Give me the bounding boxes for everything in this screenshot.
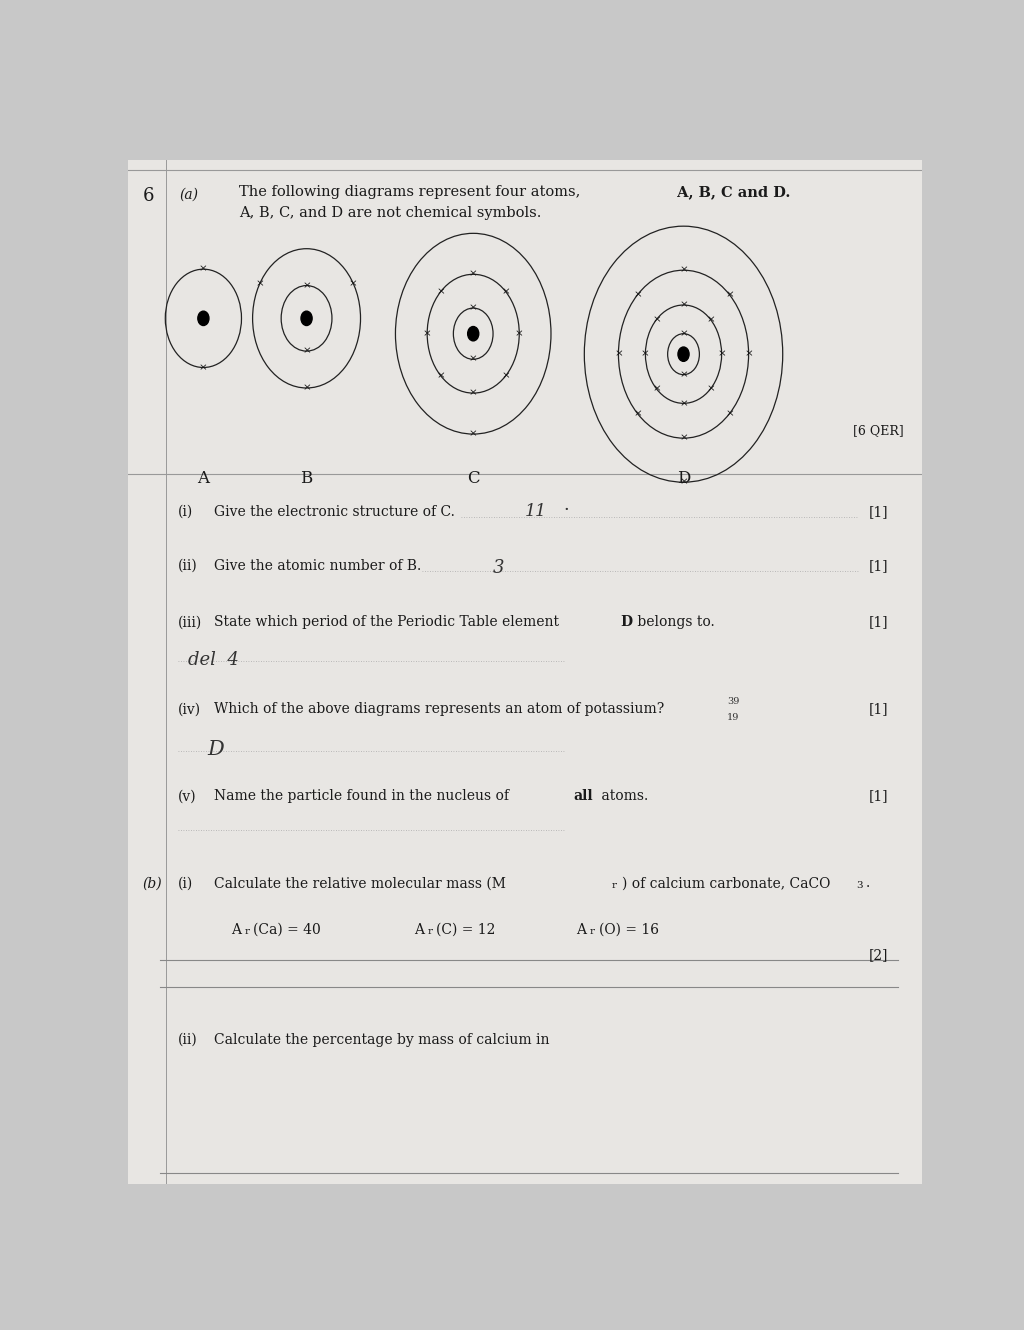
Text: ×: × — [302, 347, 311, 355]
Text: ×: × — [633, 410, 642, 418]
Text: ×: × — [469, 430, 477, 439]
Circle shape — [301, 311, 312, 326]
Text: Which of the above diagrams represents an atom of potassium?: Which of the above diagrams represents a… — [214, 702, 664, 717]
Text: [1]: [1] — [868, 504, 888, 519]
Text: [1]: [1] — [868, 616, 888, 629]
Text: ×: × — [725, 410, 734, 418]
Text: A, B, C and D.: A, B, C and D. — [672, 185, 790, 199]
Text: (iv): (iv) — [178, 702, 201, 717]
Text: ×: × — [502, 371, 510, 380]
Text: ×: × — [652, 384, 660, 394]
Text: ×: × — [469, 303, 477, 313]
Text: [6 QER]: [6 QER] — [853, 424, 904, 436]
Circle shape — [198, 311, 209, 326]
Text: Give the atomic number of B.: Give the atomic number of B. — [214, 559, 421, 573]
Text: ×: × — [469, 355, 477, 364]
Text: (v): (v) — [178, 790, 197, 803]
Text: Calculate the percentage by mass of calcium in: Calculate the percentage by mass of calc… — [214, 1033, 549, 1047]
Text: ×: × — [652, 315, 660, 325]
Text: Give the electronic structure of C.: Give the electronic structure of C. — [214, 504, 455, 519]
Text: ×: × — [679, 330, 688, 338]
Text: ×: × — [502, 287, 510, 297]
Text: ×: × — [199, 265, 208, 274]
Text: 11: 11 — [524, 503, 547, 520]
Text: [2]: [2] — [868, 948, 888, 962]
Text: ×: × — [707, 384, 715, 394]
Text: ×: × — [744, 350, 753, 359]
Text: [1]: [1] — [868, 559, 888, 573]
Text: A, B, C, and D are not chemical symbols.: A, B, C, and D are not chemical symbols. — [240, 206, 542, 219]
Text: D: D — [620, 616, 632, 629]
Text: B: B — [300, 469, 312, 487]
Text: (i): (i) — [178, 876, 194, 891]
Text: ×: × — [633, 290, 642, 299]
Text: (ii): (ii) — [178, 1033, 198, 1047]
Text: (iii): (iii) — [178, 616, 203, 629]
Text: ×: × — [679, 434, 688, 443]
Text: ×: × — [349, 279, 357, 289]
Text: 3: 3 — [494, 559, 505, 577]
Text: ×: × — [302, 383, 311, 392]
Text: ·: · — [563, 500, 568, 519]
Text: A: A — [414, 923, 424, 936]
Text: ×: × — [679, 266, 688, 275]
Text: A: A — [231, 923, 242, 936]
Text: ) of calcium carbonate, CaCO: ) of calcium carbonate, CaCO — [622, 876, 830, 891]
Text: A: A — [577, 923, 587, 936]
Text: (C) = 12: (C) = 12 — [436, 923, 496, 936]
Text: ×: × — [641, 350, 650, 359]
Text: r: r — [612, 880, 617, 890]
Text: del  4: del 4 — [187, 652, 239, 669]
Text: Calculate the relative molecular mass (M: Calculate the relative molecular mass (M — [214, 876, 506, 891]
Circle shape — [468, 327, 479, 340]
Text: ×: × — [423, 330, 431, 338]
Text: ×: × — [469, 270, 477, 279]
Text: atoms.: atoms. — [597, 790, 648, 803]
Text: ×: × — [469, 388, 477, 398]
Text: State which period of the Periodic Table element: State which period of the Periodic Table… — [214, 616, 563, 629]
Text: (b): (b) — [142, 876, 162, 891]
Text: ×: × — [436, 287, 445, 297]
Text: C: C — [467, 469, 479, 487]
Text: Name the particle found in the nucleus of: Name the particle found in the nucleus o… — [214, 790, 513, 803]
Text: belongs to.: belongs to. — [633, 616, 715, 629]
Text: 6: 6 — [142, 188, 154, 205]
Text: ×: × — [717, 350, 726, 359]
Text: r: r — [245, 927, 250, 935]
Text: ×: × — [199, 363, 208, 372]
Text: A: A — [198, 469, 209, 487]
Text: (i): (i) — [178, 504, 194, 519]
Text: ×: × — [679, 477, 688, 487]
Text: 39: 39 — [727, 697, 739, 706]
Text: D: D — [677, 469, 690, 487]
Text: .: . — [865, 876, 869, 891]
Text: ×: × — [707, 315, 715, 325]
Text: (Ca) = 40: (Ca) = 40 — [253, 923, 322, 936]
Circle shape — [678, 347, 689, 362]
Text: ×: × — [614, 350, 623, 359]
Text: ×: × — [679, 370, 688, 379]
Text: ×: × — [515, 330, 523, 338]
Text: r: r — [590, 927, 595, 935]
Text: 19: 19 — [727, 713, 739, 722]
Text: ×: × — [302, 281, 311, 290]
Text: all: all — [573, 790, 593, 803]
Text: D: D — [207, 741, 224, 759]
Text: ×: × — [679, 399, 688, 408]
Text: 3: 3 — [856, 880, 863, 890]
Text: (ii): (ii) — [178, 559, 198, 573]
Text: ×: × — [679, 301, 688, 310]
Text: [1]: [1] — [868, 790, 888, 803]
Text: ×: × — [725, 290, 734, 299]
Text: ×: × — [436, 371, 445, 380]
Text: (O) = 16: (O) = 16 — [599, 923, 658, 936]
Text: The following diagrams represent four atoms,: The following diagrams represent four at… — [240, 185, 581, 199]
Text: (a): (a) — [179, 188, 199, 201]
Text: r: r — [427, 927, 432, 935]
Text: ×: × — [255, 279, 264, 289]
Text: [1]: [1] — [868, 702, 888, 717]
